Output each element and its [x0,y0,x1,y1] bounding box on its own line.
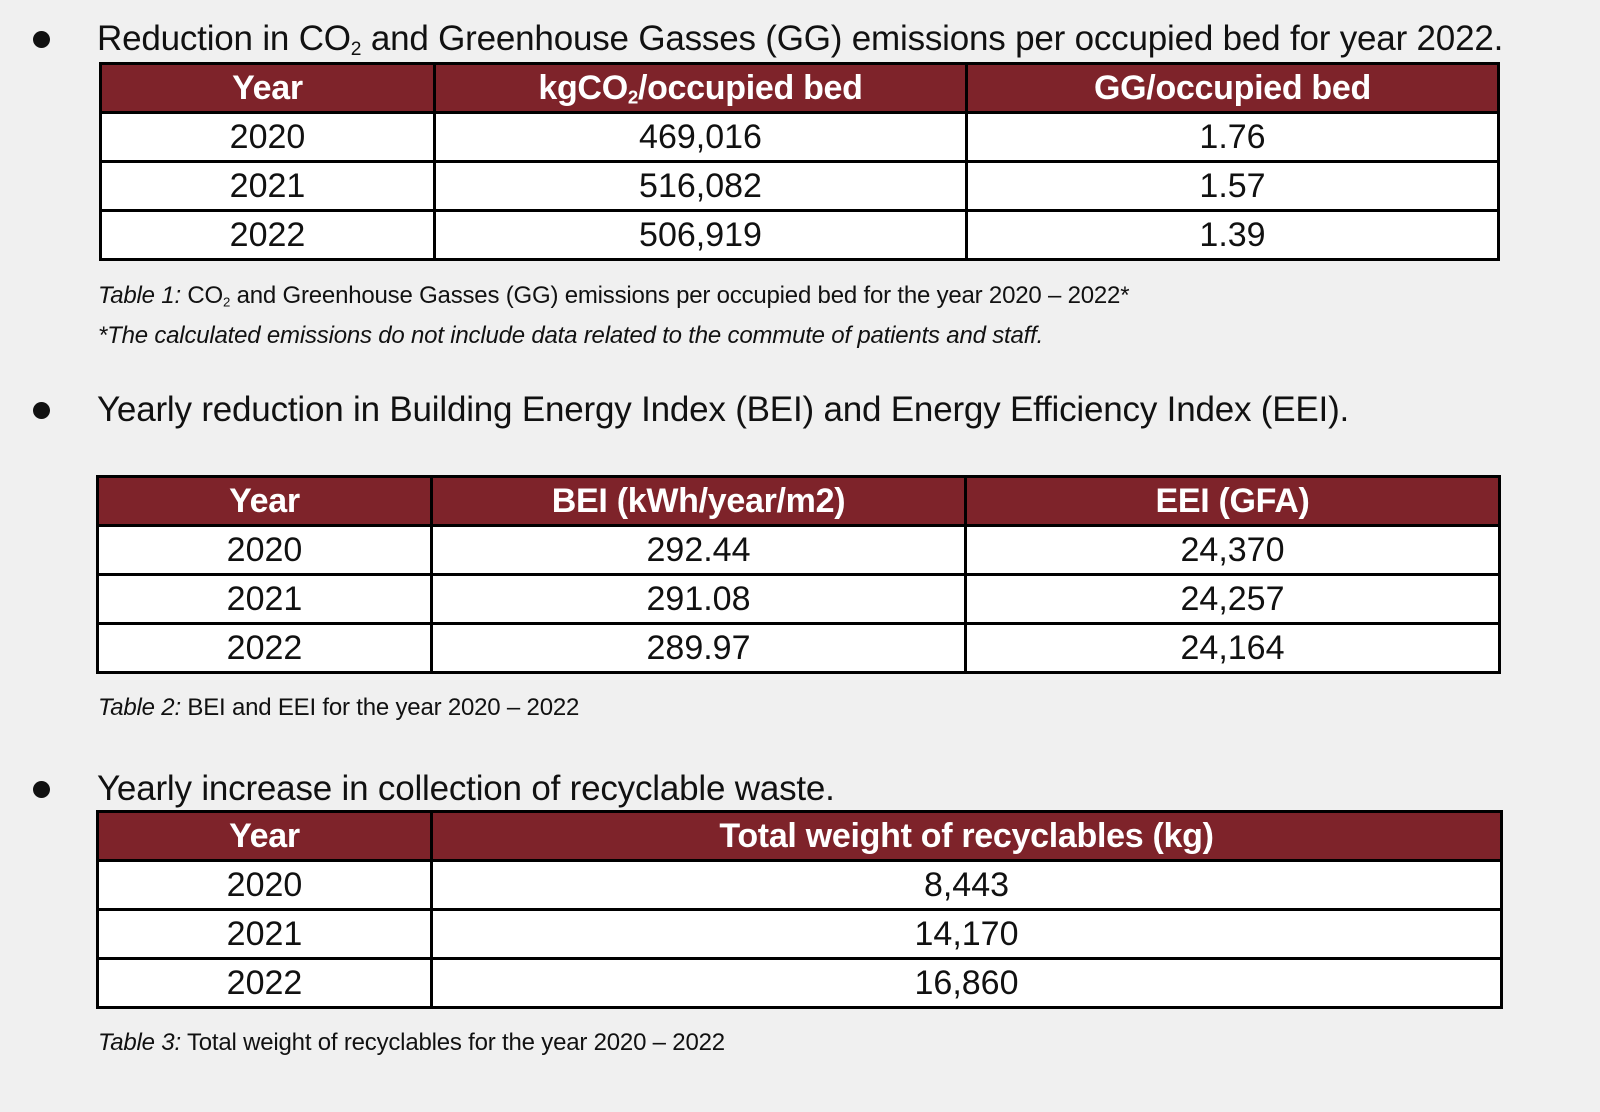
header-year: Year [96,810,433,862]
table-row: 2020 8,443 [96,859,1503,911]
section1-heading-text: Reduction in CO2 and Greenhouse Gasses (… [97,19,1504,60]
bullet-icon [33,781,50,798]
cell-gg: 1.39 [965,209,1500,261]
cell-year: 2022 [99,209,436,261]
section3-heading-text: Yearly increase in collection of recycla… [97,769,835,808]
cell-bei: 291.08 [430,573,967,625]
cell-eei: 24,164 [964,622,1501,674]
header-eei: EEI (GFA) [964,475,1501,527]
bullet-icon [33,402,50,419]
table-header-row: Year BEI (kWh/year/m2) EEI (GFA) [96,475,1501,527]
table2-caption: Table 2: BEI and EEI for the year 2020 –… [98,694,580,721]
cell-bei: 289.97 [430,622,967,674]
table-header-row: Year Total weight of recyclables (kg) [96,810,1503,862]
table-row: 2022 289.97 24,164 [96,622,1501,674]
energy-index-table: Year BEI (kWh/year/m2) EEI (GFA) 2020 29… [96,475,1501,674]
table1-note: *The calculated emissions do not include… [98,322,1044,349]
cell-kgco2: 506,919 [433,209,968,261]
cell-bei: 292.44 [430,524,967,576]
table-row: 2022 16,860 [96,957,1503,1009]
cell-gg: 1.57 [965,160,1500,212]
recyclables-table: Year Total weight of recyclables (kg) 20… [96,810,1503,1009]
cell-year: 2021 [96,573,433,625]
cell-weight: 14,170 [430,908,1503,960]
cell-weight: 8,443 [430,859,1503,911]
header-bei: BEI (kWh/year/m2) [430,475,967,527]
table-row: 2020 469,016 1.76 [99,111,1500,163]
cell-year: 2020 [96,859,433,911]
section2-heading-text: Yearly reduction in Building Energy Inde… [97,390,1350,429]
table-row: 2020 292.44 24,370 [96,524,1501,576]
header-gg-per-bed: GG/occupied bed [965,62,1500,114]
header-kgco2-per-bed: kgCO2/occupied bed [433,62,968,114]
cell-year: 2022 [96,622,433,674]
bullet-icon [33,31,50,48]
cell-eei: 24,370 [964,524,1501,576]
cell-year: 2020 [96,524,433,576]
cell-weight: 16,860 [430,957,1503,1009]
cell-kgco2: 516,082 [433,160,968,212]
cell-year: 2021 [96,908,433,960]
header-year: Year [96,475,433,527]
table-row: 2022 506,919 1.39 [99,209,1500,261]
cell-gg: 1.76 [965,111,1500,163]
cell-kgco2: 469,016 [433,111,968,163]
table1-caption: Table 1: CO2 and Greenhouse Gasses (GG) … [98,282,1130,310]
section2-heading: Yearly reduction in Building Energy Inde… [0,388,1600,432]
cell-year: 2020 [99,111,436,163]
table-row: 2021 291.08 24,257 [96,573,1501,625]
table-header-row: Year kgCO2/occupied bed GG/occupied bed [99,62,1500,114]
table-row: 2021 14,170 [96,908,1503,960]
cell-eei: 24,257 [964,573,1501,625]
section1-heading: Reduction in CO2 and Greenhouse Gasses (… [0,17,1600,61]
section3-heading: Yearly increase in collection of recycla… [0,767,1600,811]
header-weight: Total weight of recyclables (kg) [430,810,1503,862]
header-year: Year [99,62,436,114]
table3-caption: Table 3: Total weight of recyclables for… [98,1029,725,1056]
cell-year: 2021 [99,160,436,212]
cell-year: 2022 [96,957,433,1009]
table-row: 2021 516,082 1.57 [99,160,1500,212]
co2-emissions-table: Year kgCO2/occupied bed GG/occupied bed … [99,62,1500,261]
